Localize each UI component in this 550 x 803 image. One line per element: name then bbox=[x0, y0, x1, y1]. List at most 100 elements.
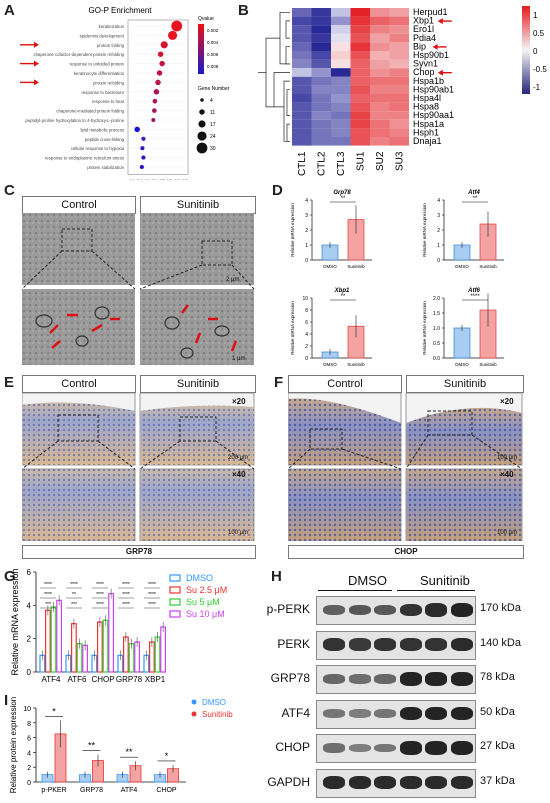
heatmap-cell bbox=[389, 111, 409, 120]
panel-letter-f: F bbox=[274, 374, 284, 391]
heatmap-gene-label: Hspa8 bbox=[413, 102, 439, 112]
g-bar bbox=[122, 636, 129, 673]
g-x-label: XBP1 bbox=[145, 675, 166, 684]
heatmap-cell bbox=[370, 16, 390, 26]
protein-bar-chart: 0 2 4 6 8 10 Relative protein expression p-PKER… bbox=[9, 697, 233, 794]
go-term-label: cellular response to hypoxia bbox=[71, 146, 125, 151]
panel-letter-b: B bbox=[238, 2, 249, 19]
qpcr-sig: ** bbox=[341, 196, 346, 202]
heatmap-cell bbox=[389, 59, 409, 69]
wb-band bbox=[323, 674, 345, 684]
heatmap-cell bbox=[389, 137, 409, 146]
wb-band bbox=[425, 741, 447, 755]
heatmap-gene-label: Bip bbox=[413, 41, 426, 51]
g-legend-swatch bbox=[169, 586, 181, 594]
g-legend-swatch bbox=[169, 610, 181, 618]
heatmap-cell bbox=[331, 25, 351, 34]
g-sig: **** bbox=[70, 582, 78, 588]
go-dot bbox=[140, 146, 145, 151]
heatmap-cell bbox=[292, 85, 312, 94]
wb-band bbox=[348, 709, 371, 718]
g-y-tick: 6 bbox=[27, 568, 32, 577]
qpcr-y-tick: 3 bbox=[305, 213, 308, 219]
i-y-tick: 2 bbox=[27, 765, 31, 772]
qvalue-colorbar bbox=[198, 24, 204, 74]
wb-band bbox=[374, 674, 396, 684]
heatmap-cell bbox=[389, 94, 409, 103]
heatmap-cell bbox=[311, 33, 331, 43]
heatmap-cell bbox=[370, 128, 390, 137]
qpcr-x-label: Sunitinib bbox=[347, 264, 365, 269]
qpcr-y-tick: 0.0 bbox=[433, 356, 440, 362]
tem-control-header: Control bbox=[22, 196, 136, 214]
qpcr-y-tick: 1 bbox=[305, 243, 308, 249]
g-sig: **** bbox=[122, 592, 130, 598]
heatmap-cell bbox=[389, 25, 409, 34]
wb-kda-label: 50 kDa bbox=[480, 705, 515, 718]
wb-row-label: ATF4 bbox=[281, 705, 310, 720]
tem-control-high bbox=[22, 289, 135, 365]
qpcr-y-tick: 2 bbox=[305, 228, 308, 234]
panel-letter-i: I bbox=[4, 692, 9, 709]
go-x-tick: 0.8 bbox=[182, 178, 187, 180]
go-dot bbox=[153, 89, 160, 95]
qpcr-y-tick: 0.5 bbox=[433, 341, 440, 347]
heatmap-cell bbox=[331, 119, 351, 129]
heatmap-cell bbox=[331, 94, 351, 103]
mrna-bar-chart: 0 2 4 6 Relative mRNA expression ATF4 ATF6 CHOP… bbox=[10, 568, 227, 684]
wb-kda-label: 27 kDa bbox=[480, 740, 515, 752]
heatmap-cell bbox=[370, 51, 390, 60]
heatmap-gene-label: Dnaja1 bbox=[413, 136, 442, 146]
qpcr-y-tick: 1.0 bbox=[433, 326, 440, 332]
qpcr-y-tick: 1 bbox=[437, 243, 440, 249]
g-bar bbox=[44, 609, 51, 673]
tem-scale-bottom: 1 μm bbox=[232, 356, 246, 362]
wb-kda-label: 37 kDa bbox=[480, 774, 515, 787]
qpcr-x-label: DMSO bbox=[323, 264, 337, 269]
heatmap-legend-tick: 0 bbox=[533, 47, 538, 56]
heatmap-gene-label: Pdia4 bbox=[413, 33, 436, 43]
heatmap-cell bbox=[331, 85, 351, 94]
wb-band bbox=[425, 603, 447, 617]
wb-band bbox=[348, 743, 371, 753]
heatmap-cell bbox=[389, 8, 409, 17]
wb-blot-strip bbox=[316, 665, 476, 694]
heatmap-gene-label: Hsp90aa1 bbox=[413, 110, 454, 120]
heatmap-cell bbox=[389, 68, 409, 77]
go-x-tick: 0.5 bbox=[160, 178, 165, 180]
heatmap-gene-label: Hspa1a bbox=[413, 119, 444, 129]
g-sig: ** bbox=[72, 592, 76, 598]
i-sig: ** bbox=[125, 747, 133, 757]
go-term-label: peptide cross-linking bbox=[85, 137, 125, 142]
heatmap-cell bbox=[292, 51, 312, 60]
heatmap-cell bbox=[331, 8, 351, 17]
go-dot bbox=[156, 70, 163, 76]
heatmap-cell bbox=[370, 111, 390, 120]
heatmap-cell bbox=[350, 59, 370, 69]
go-x-tick: 0.6 bbox=[167, 178, 172, 180]
wb-blot-strip bbox=[316, 734, 476, 763]
qpcr-y-tick: 0 bbox=[305, 356, 308, 362]
g-bar bbox=[50, 606, 57, 673]
wb-band bbox=[323, 743, 345, 753]
panel-letter-g: G bbox=[4, 568, 16, 585]
wb-band bbox=[450, 706, 473, 721]
heatmap-sample-label: CTL3 bbox=[336, 151, 347, 176]
qpcr-gene-title: Atf6 bbox=[467, 288, 480, 294]
ihc-e-mag40: ×40 bbox=[232, 470, 246, 479]
qvalue-tick: 0.006 bbox=[207, 52, 219, 57]
qpcr-y-tick: 10 bbox=[302, 296, 308, 302]
qpcr-y-tick: 2.0 bbox=[433, 296, 440, 302]
heatmap-cell bbox=[292, 42, 312, 51]
heatmap-cell bbox=[350, 137, 370, 146]
heatmap-cell bbox=[292, 111, 312, 120]
i-legend-dot bbox=[191, 711, 197, 717]
heatmap-cell bbox=[350, 25, 370, 34]
go-arrow-icon bbox=[20, 41, 39, 48]
ihc-f-control-header: Control bbox=[288, 375, 402, 393]
heatmap-cell bbox=[350, 94, 370, 103]
g-legend-swatch bbox=[169, 598, 181, 606]
g-legend-label: Su 10 μM bbox=[186, 609, 225, 619]
go-dot bbox=[141, 155, 146, 160]
i-y-tick: 10 bbox=[23, 706, 31, 713]
